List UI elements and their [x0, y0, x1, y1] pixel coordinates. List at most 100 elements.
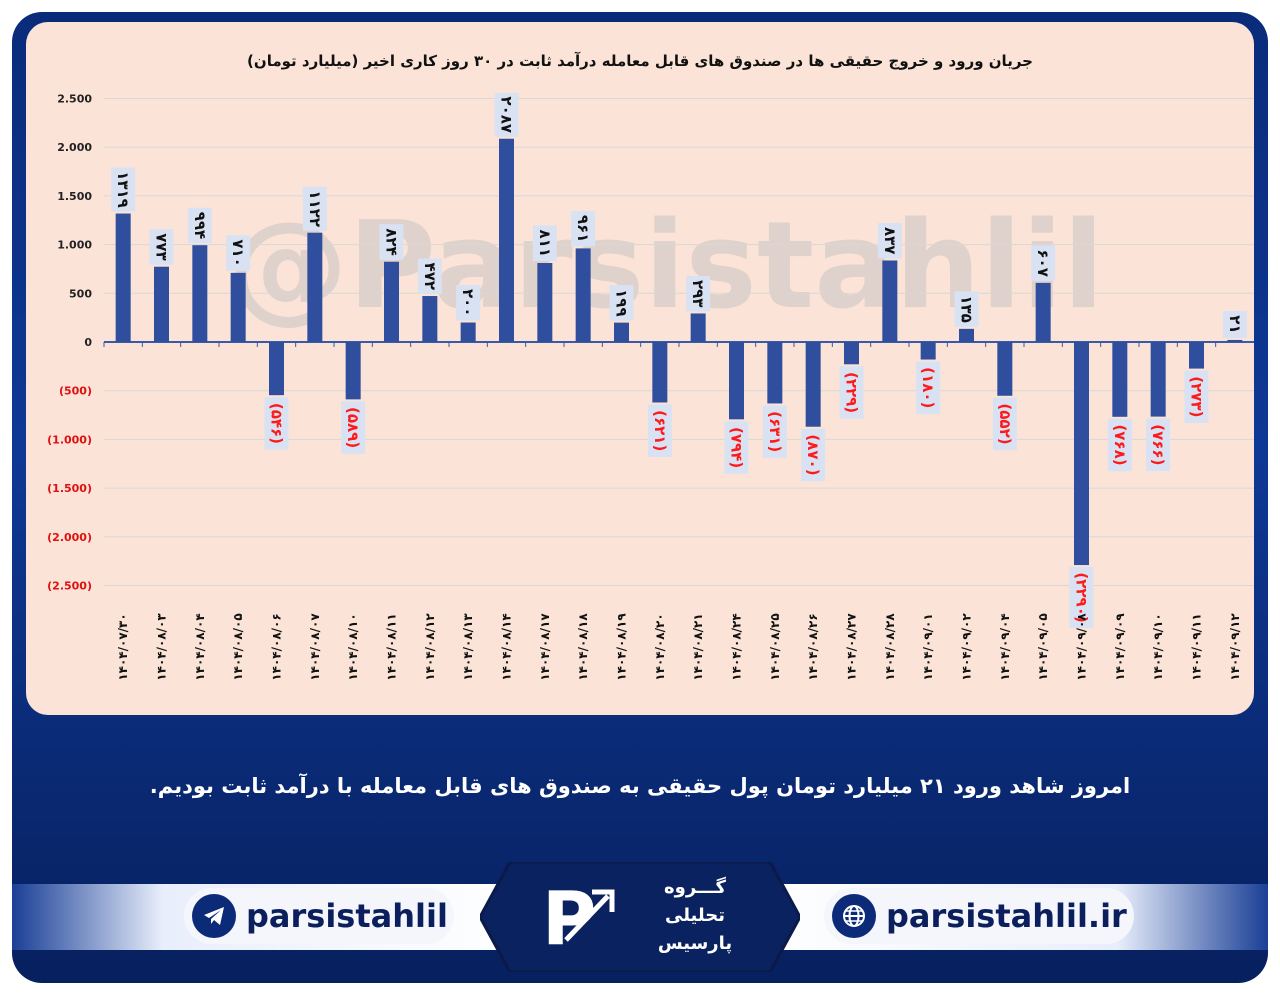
bar-chart: @Parsistahlil2.5002.0001.5001.0005000(50… [47, 93, 1254, 681]
data-label: (۲۲۹) [843, 372, 861, 413]
x-tick-label: ۱۴۰۴/۰۸/۱۹ [615, 613, 629, 681]
bar [192, 245, 208, 342]
data-label: ۴۷۲ [421, 263, 439, 290]
website-pill[interactable]: parsistahlil.ir [824, 888, 1134, 944]
x-tick-label: ۱۴۰۴/۰۸/۰۴ [193, 613, 207, 680]
globe-icon [832, 894, 876, 938]
bar [1189, 342, 1204, 369]
data-label-box [839, 366, 864, 419]
x-tick-label: ۱۴۰۴/۰۸/۰۶ [270, 613, 284, 680]
y-tick-label: 1.500 [57, 190, 92, 203]
x-tick-label: ۱۴۰۴/۰۸/۱۲ [423, 613, 437, 681]
data-label: (۶۲۱) [651, 410, 669, 451]
data-label: ۲۰۰ [459, 289, 477, 316]
x-tick-label: ۱۴۰۴/۰۹/۰۸ [1075, 613, 1089, 681]
y-tick-label: 500 [69, 287, 92, 300]
x-tick-label: ۱۴۰۴/۰۸/۲۸ [883, 613, 897, 681]
data-label: ۲۰۸۷ [498, 96, 516, 133]
bar [614, 322, 629, 342]
data-label: (۵۴۶) [268, 403, 286, 444]
chart-panel: جریان ورود و خروج حقیقی ها در صندوق های … [26, 22, 1254, 715]
infographic-frame: جریان ورود و خروج حقیقی ها در صندوق های … [12, 12, 1268, 983]
x-tick-label: ۱۴۰۴/۰۸/۱۱ [385, 613, 399, 680]
x-tick-label: ۱۴۰۴/۰۹/۰۱ [921, 613, 935, 680]
x-tick-label: ۱۴۰۴/۰۸/۲۱ [691, 613, 705, 680]
y-tick-label: (1.000) [47, 433, 92, 446]
logo-shape: P [480, 862, 800, 972]
data-label: (۵۸۹) [344, 407, 362, 448]
data-label: (۸۷۰) [804, 434, 822, 475]
x-tick-label: ۱۴۰۴/۰۹/۰۵ [1036, 613, 1050, 680]
data-label: ۲۹۳ [689, 280, 707, 307]
data-label-box [149, 229, 174, 265]
data-label: ۹۶۱ [574, 215, 592, 242]
telegram-handle: parsistahlil [246, 897, 448, 935]
data-label-box [724, 421, 749, 474]
x-tick-label: ۱۴۰۴/۰۸/۱۳ [461, 613, 475, 681]
data-label-box [992, 397, 1017, 451]
bar [1074, 342, 1089, 566]
data-label-box [571, 210, 596, 247]
data-label-box [954, 291, 979, 327]
chart-title: جریان ورود و خروج حقیقی ها در صندوق های … [247, 52, 1033, 70]
bar [575, 248, 591, 342]
bar [1035, 282, 1051, 342]
data-label-box [609, 285, 634, 321]
caption-text: امروز شاهد ورود ۲۱ میلیارد تومان پول حقی… [149, 774, 1131, 798]
data-label: ۸۳۷ [881, 227, 899, 254]
data-label-box [801, 428, 826, 482]
data-label-box [226, 235, 251, 271]
y-tick-label: (1.500) [47, 482, 92, 495]
bar [384, 261, 399, 342]
logo: P گـــروه تحلیلی پارسیس [480, 862, 800, 972]
data-label-box [341, 401, 366, 454]
bar [230, 272, 246, 342]
x-tick-label: ۱۴۰۴/۰۹/۱۱ [1190, 613, 1204, 680]
bar [805, 342, 821, 427]
bar [882, 260, 898, 342]
bar [920, 342, 936, 360]
data-label: (۲۷۳) [1188, 376, 1206, 417]
data-label-box [264, 397, 289, 450]
data-label: (۱۸۰) [919, 367, 937, 408]
data-label-box [417, 258, 442, 295]
data-label-box [647, 404, 672, 457]
x-tick-label: ۱۴۰۴/۰۸/۱۰ [346, 613, 360, 680]
data-label: (۷۶۸) [1111, 424, 1129, 465]
data-label-box [1107, 418, 1132, 472]
data-label-box [1069, 567, 1094, 629]
bar [844, 342, 859, 365]
bar [269, 342, 284, 396]
x-tick-label: ۱۴۰۴/۰۸/۲۶ [806, 613, 820, 680]
data-label: ۱۳۱۹ [114, 171, 132, 208]
logo-line-2: تحلیلی [665, 905, 725, 926]
data-label: ۷۷۳ [153, 233, 171, 260]
y-tick-label: (2.500) [47, 580, 92, 593]
x-tick-label: ۱۴۰۴/۰۹/۰۹ [1113, 613, 1127, 681]
bar [1227, 339, 1243, 342]
data-label: (۲۲۹۰) [1073, 572, 1091, 622]
bar [690, 313, 706, 342]
data-label-box [1031, 245, 1056, 281]
data-label-box [1146, 418, 1171, 472]
bar [767, 342, 783, 404]
data-label: ۷۱۰ [229, 239, 247, 266]
telegram-pill[interactable]: parsistahlil [184, 888, 454, 944]
bar [460, 322, 476, 342]
y-tick-label: (500) [59, 385, 92, 398]
x-tick-label: ۱۴۰۴/۰۸/۱۷ [538, 613, 552, 681]
bar [729, 342, 744, 420]
data-label: ۲۱ [1226, 315, 1244, 333]
data-label-box [302, 186, 327, 231]
data-label-box [916, 361, 941, 415]
data-label-box [877, 222, 902, 259]
data-label: ۱۱۲۲ [306, 190, 324, 227]
data-label: (۶۳۱) [766, 411, 784, 452]
x-tick-label: ۱۴۰۴/۰۸/۱۴ [500, 613, 514, 680]
x-tick-label: ۱۴۰۴/۰۸/۲۴ [730, 613, 744, 680]
data-label-box [456, 285, 481, 321]
bar [115, 213, 131, 342]
x-tick-label: ۱۴۰۴/۰۸/۰۷ [308, 613, 322, 681]
x-tick-label: ۱۴۰۴/۰۸/۰۳ [155, 613, 169, 681]
data-label: (۷۶۶) [1149, 424, 1167, 465]
